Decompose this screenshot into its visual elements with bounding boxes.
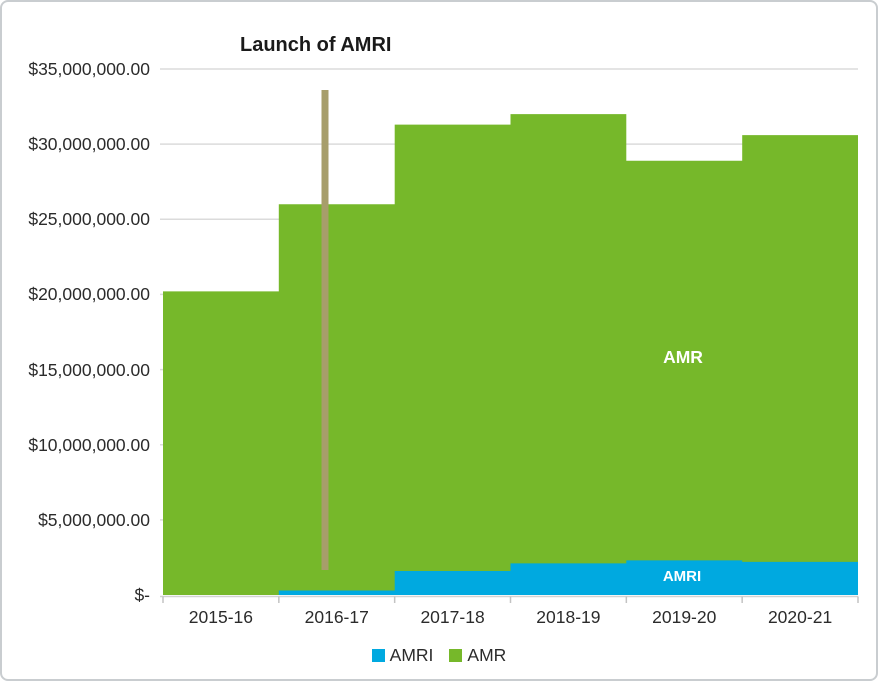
legend-label: AMR bbox=[467, 645, 507, 665]
x-axis-label: 2017-18 bbox=[420, 607, 485, 627]
y-axis-label: $30,000,000.00 bbox=[28, 134, 150, 155]
launch-annotation-line bbox=[321, 90, 329, 570]
x-axis-label: 2020-21 bbox=[767, 607, 833, 627]
amri-series-label: AMRI bbox=[662, 568, 702, 585]
legend-swatch bbox=[371, 648, 385, 662]
legend-item-amr: AMR bbox=[449, 646, 506, 664]
legend: AMRI AMR bbox=[2, 644, 876, 666]
x-axis-label: 2019-20 bbox=[652, 607, 717, 627]
amri-area bbox=[163, 560, 858, 595]
x-axis-label: 2015-16 bbox=[188, 607, 254, 627]
y-axis-label: $20,000,000.00 bbox=[28, 284, 150, 305]
x-axis-label: 2018-19 bbox=[536, 607, 601, 627]
legend-label: AMRI bbox=[389, 645, 434, 665]
amr-area bbox=[163, 114, 858, 595]
y-axis-label: $5,000,000.00 bbox=[38, 509, 150, 530]
x-axis-label: 2016-17 bbox=[304, 607, 369, 627]
annotation-title: Launch of AMRI bbox=[240, 34, 392, 56]
y-axis-label: $15,000,000.00 bbox=[28, 359, 150, 380]
y-axis-label: $35,000,000.00 bbox=[28, 59, 150, 79]
y-axis-label: $- bbox=[134, 585, 150, 605]
y-axis-label: $10,000,000.00 bbox=[28, 434, 150, 455]
legend-item-amri: AMRI bbox=[371, 645, 434, 665]
legend-swatch bbox=[449, 648, 463, 662]
y-axis-label: $25,000,000.00 bbox=[28, 209, 150, 230]
amr-series-label: AMR bbox=[663, 347, 703, 367]
